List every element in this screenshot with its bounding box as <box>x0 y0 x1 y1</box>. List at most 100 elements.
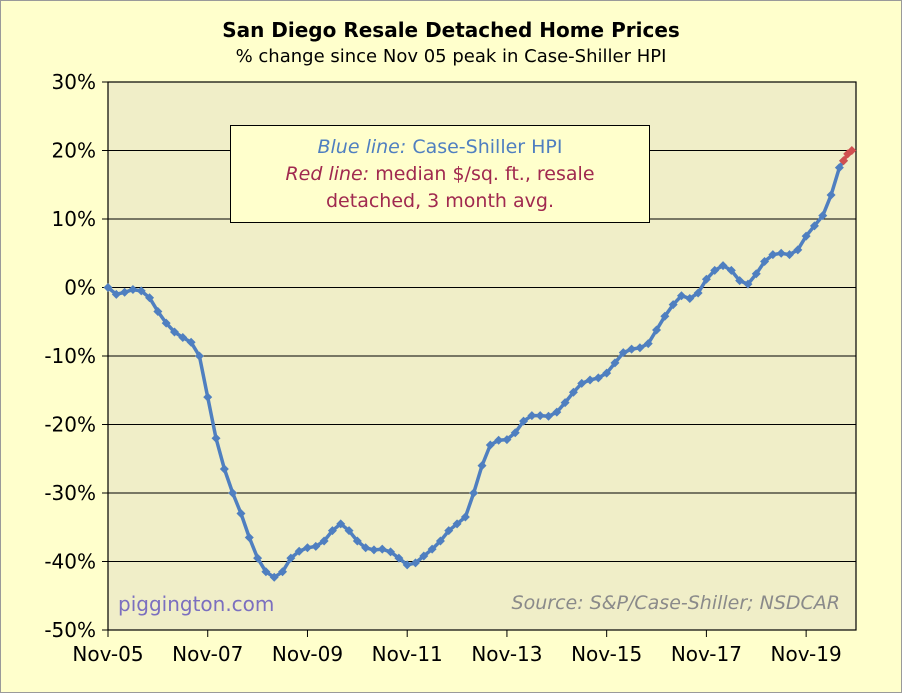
data-point <box>710 265 720 275</box>
data-point <box>111 289 121 299</box>
data-point <box>161 318 171 328</box>
data-point <box>477 461 487 471</box>
data-point <box>311 541 321 551</box>
data-point <box>460 512 470 522</box>
data-point <box>136 286 146 296</box>
data-point <box>610 358 620 368</box>
data-point <box>120 287 130 297</box>
chart-title: San Diego Resale Detached Home Prices <box>222 18 680 42</box>
data-point <box>839 156 849 166</box>
data-point <box>352 536 362 546</box>
data-point <box>194 351 204 361</box>
data-point <box>627 344 637 354</box>
y-tick-label: -50% <box>44 618 96 642</box>
data-point <box>751 269 761 279</box>
data-point <box>560 398 570 408</box>
data-point <box>319 536 329 546</box>
data-point <box>411 558 421 568</box>
y-tick-label: 20% <box>52 139 96 163</box>
data-point <box>452 519 462 529</box>
data-point <box>643 339 653 349</box>
x-tick-label: Nov-09 <box>272 642 343 666</box>
data-point <box>527 411 537 421</box>
x-tick-label: Nov-07 <box>172 642 243 666</box>
x-tick-label: Nov-19 <box>771 642 842 666</box>
data-point <box>211 433 221 443</box>
data-point <box>543 411 553 421</box>
data-point <box>327 526 337 536</box>
legend-red-text-1: median $/sq. ft., resale <box>375 163 595 185</box>
data-point <box>809 221 819 231</box>
data-point <box>602 368 612 378</box>
data-point <box>726 265 736 275</box>
x-tick-label: Nov-17 <box>671 642 742 666</box>
x-tick-label: Nov-13 <box>471 642 542 666</box>
data-point <box>818 211 828 221</box>
data-point <box>253 553 263 563</box>
data-point <box>668 300 678 310</box>
y-tick-label: -40% <box>44 550 96 574</box>
data-point <box>394 553 404 563</box>
watermark: piggington.com <box>118 592 275 616</box>
data-point <box>776 248 786 258</box>
data-point <box>502 435 512 445</box>
data-point <box>618 348 628 358</box>
data-point <box>760 256 770 266</box>
data-point <box>427 544 437 554</box>
data-point <box>286 553 296 563</box>
legend-box: Blue line: Case-Shiller HPI Red line: me… <box>230 125 650 223</box>
data-point <box>676 291 686 301</box>
data-point <box>652 325 662 335</box>
source-note: Source: S&P/Case-Shiller; NSDCAR <box>511 592 840 614</box>
data-point <box>377 544 387 554</box>
y-tick-label: -30% <box>44 481 96 505</box>
y-tick-label: 10% <box>52 207 96 231</box>
data-point <box>128 285 138 295</box>
data-point <box>847 146 857 155</box>
data-point <box>826 190 836 200</box>
data-point <box>369 545 379 555</box>
x-tick-label: Nov-11 <box>372 642 443 666</box>
data-point <box>228 488 238 498</box>
data-point <box>685 293 695 303</box>
data-point <box>302 543 312 553</box>
chart-subtitle: % change since Nov 05 peak in Case-Shill… <box>235 46 667 67</box>
data-point <box>169 327 179 337</box>
y-tick-label: 0% <box>64 276 96 300</box>
x-tick-label: Nov-05 <box>72 642 143 666</box>
data-point <box>386 547 396 557</box>
data-point <box>743 279 753 289</box>
legend-blue-text: Case-Shiller HPI <box>412 136 563 158</box>
data-point <box>153 306 163 316</box>
legend-red-text-2: detached, 3 month avg. <box>326 190 554 212</box>
data-point <box>568 387 578 397</box>
data-point <box>485 440 495 450</box>
x-tick-label: Nov-15 <box>571 642 642 666</box>
legend-red-label: Red line: <box>285 163 370 185</box>
data-point <box>510 428 520 438</box>
data-point <box>718 261 728 271</box>
data-point <box>278 567 288 577</box>
y-tick-label: -20% <box>44 413 96 437</box>
data-point <box>344 526 354 536</box>
data-point <box>793 245 803 255</box>
data-point <box>261 567 271 577</box>
data-point <box>361 543 371 553</box>
data-point <box>402 560 412 570</box>
legend-blue-label: Blue line: <box>317 136 407 158</box>
data-point <box>294 546 304 556</box>
data-point <box>593 373 603 383</box>
legend-red-line: Red line: median $/sq. ft., resale <box>231 161 649 188</box>
data-point <box>785 250 795 260</box>
data-point <box>834 163 844 173</box>
data-point <box>219 464 229 474</box>
data-point <box>186 337 196 347</box>
data-point <box>735 276 745 286</box>
data-point <box>660 311 670 321</box>
data-point <box>768 250 778 260</box>
data-point <box>519 416 529 426</box>
data-point <box>577 378 587 388</box>
data-point <box>494 435 504 445</box>
data-point <box>469 488 479 498</box>
